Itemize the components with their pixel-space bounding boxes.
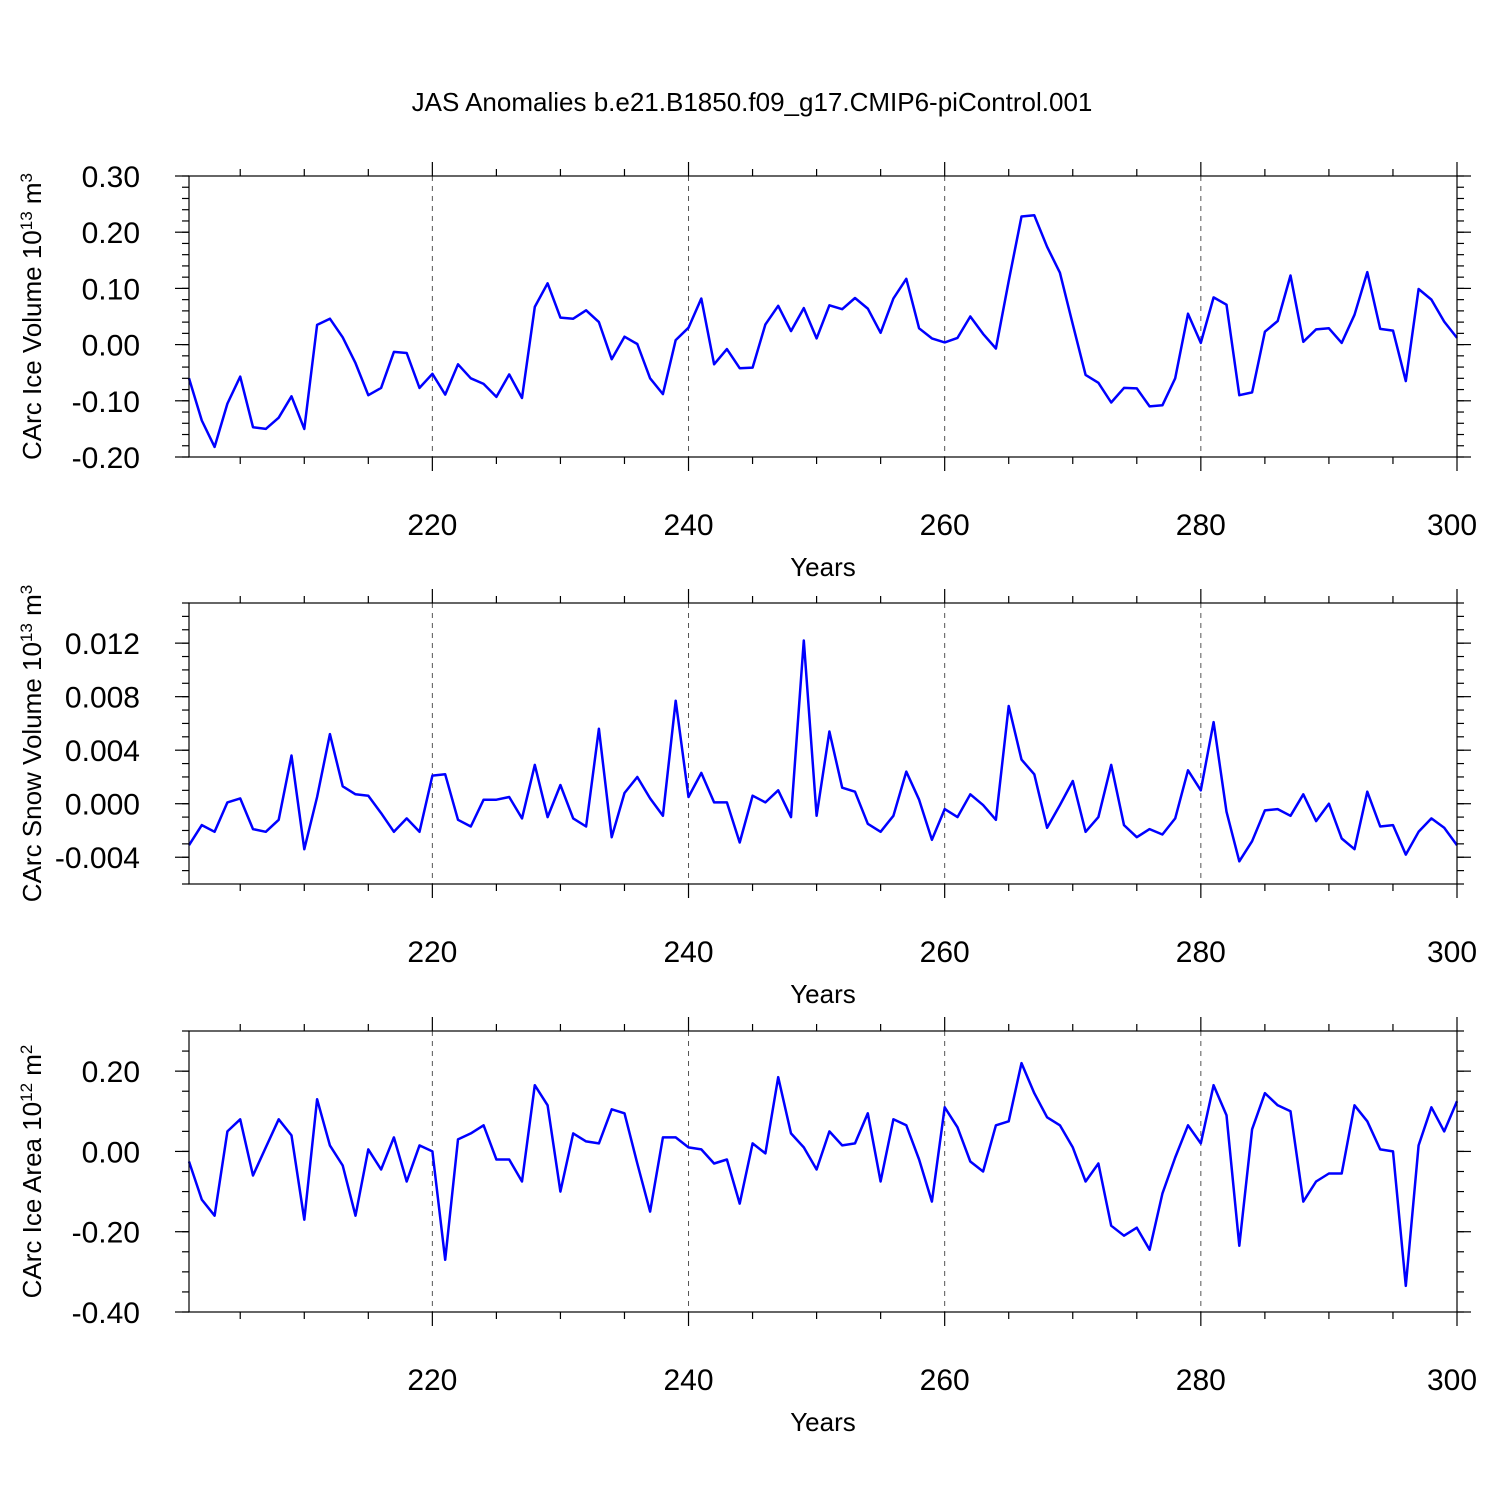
y-tick-label: 0.30 — [82, 161, 140, 194]
y-tick-label: -0.20 — [72, 1217, 140, 1250]
x-tick-label: 240 — [663, 936, 713, 969]
y-axis-label-exponent: 12 — [17, 1083, 36, 1102]
x-tick-label: 260 — [920, 936, 970, 969]
x-tick-label: 300 — [1427, 1364, 1477, 1397]
x-tick-labels: 220 240 260 280 300 — [407, 936, 1477, 969]
y-tick-label: -0.40 — [72, 1297, 140, 1330]
x-axis-label: Years — [790, 1407, 856, 1437]
y-axis-label-unit-exponent: 2 — [17, 1045, 36, 1054]
x-tick-label: 300 — [1427, 509, 1477, 542]
y-axis-label-text: CArc Ice Area 10 — [17, 1102, 47, 1299]
y-tick-label: 0.20 — [82, 217, 140, 250]
y-axis-label: CArc Ice Area 1012 m2 — [17, 1045, 48, 1299]
x-tick-label: 260 — [920, 1364, 970, 1397]
x-tick-label: 220 — [407, 936, 457, 969]
axis-ticks — [175, 1017, 1471, 1326]
x-tick-label: 220 — [407, 509, 457, 542]
y-axis-label: CArc Ice Volume 1013 m3 — [17, 173, 48, 460]
y-tick-label: 0.00 — [82, 330, 140, 363]
y-axis-label-text: CArc Snow Volume 10 — [17, 642, 47, 902]
x-gridlines — [431, 176, 1202, 457]
y-tick-label: 0.008 — [65, 682, 140, 715]
x-tick-label: 240 — [663, 1364, 713, 1397]
panel-snow-volume: -0.004 0.000 0.004 0.008 0.012 220 240 260 280 3… — [17, 585, 1478, 1009]
x-gridlines — [431, 1031, 1202, 1312]
x-tick-label: 220 — [407, 1364, 457, 1397]
axis-ticks — [175, 589, 1471, 898]
x-axis-label: Years — [790, 979, 856, 1009]
x-tick-label: 280 — [1176, 509, 1226, 542]
ice-area-line — [187, 1061, 1459, 1288]
x-gridlines — [431, 603, 1202, 884]
snow-volume-line — [187, 639, 1459, 863]
plot-frame — [188, 602, 1458, 885]
y-tick-label: 0.10 — [82, 273, 140, 306]
x-tick-labels: 220 240 260 280 300 — [407, 1364, 1477, 1397]
y-tick-label: 0.004 — [65, 735, 140, 768]
ice-volume-line — [187, 214, 1458, 449]
x-tick-labels: 220 240 260 280 300 — [407, 509, 1477, 542]
x-tick-label: 280 — [1176, 1364, 1226, 1397]
y-tick-labels: -0.20 -0.10 0.00 0.10 0.20 0.30 — [72, 161, 140, 475]
x-axis-label: Years — [790, 552, 856, 582]
x-tick-label: 300 — [1427, 936, 1477, 969]
y-tick-label: -0.20 — [72, 442, 140, 475]
plot-frame — [188, 175, 1458, 458]
panel-ice-area: -0.40 -0.20 0.00 0.20 220 240 260 280 300 Years… — [17, 1017, 1477, 1437]
y-tick-labels: -0.004 0.000 0.004 0.008 0.012 — [55, 628, 140, 875]
y-tick-label: 0.000 — [65, 789, 140, 822]
y-axis-label-unit-exponent: 3 — [17, 585, 36, 594]
y-axis-label-text: CArc Ice Volume 10 — [17, 230, 47, 460]
y-axis-label-unit: m — [17, 182, 47, 211]
figure-title: JAS Anomalies b.e21.B1850.f09_g17.CMIP6-… — [412, 87, 1093, 117]
y-axis-label-unit: m — [17, 594, 47, 623]
x-tick-label: 280 — [1176, 936, 1226, 969]
y-axis-label-unit-exponent: 3 — [17, 173, 36, 182]
x-tick-label: 260 — [920, 509, 970, 542]
y-tick-label: -0.004 — [55, 842, 140, 875]
y-axis-label-unit: m — [17, 1054, 47, 1083]
y-tick-label: 0.20 — [82, 1056, 140, 1089]
panel-ice-volume: -0.20 -0.10 0.00 0.10 0.20 0.30 220 240 260 280 3… — [17, 161, 1478, 582]
axis-ticks — [175, 162, 1471, 471]
y-axis-label: CArc Snow Volume 1013 m3 — [17, 585, 48, 902]
y-tick-label: 0.00 — [82, 1136, 140, 1169]
y-tick-labels: -0.40 -0.20 0.00 0.20 — [72, 1056, 140, 1330]
x-tick-label: 240 — [663, 509, 713, 542]
plot-frame — [188, 1030, 1458, 1313]
y-tick-label: 0.012 — [65, 628, 140, 661]
y-axis-label-exponent: 13 — [17, 211, 36, 230]
y-tick-label: -0.10 — [72, 386, 140, 419]
y-axis-label-exponent: 13 — [17, 623, 36, 642]
